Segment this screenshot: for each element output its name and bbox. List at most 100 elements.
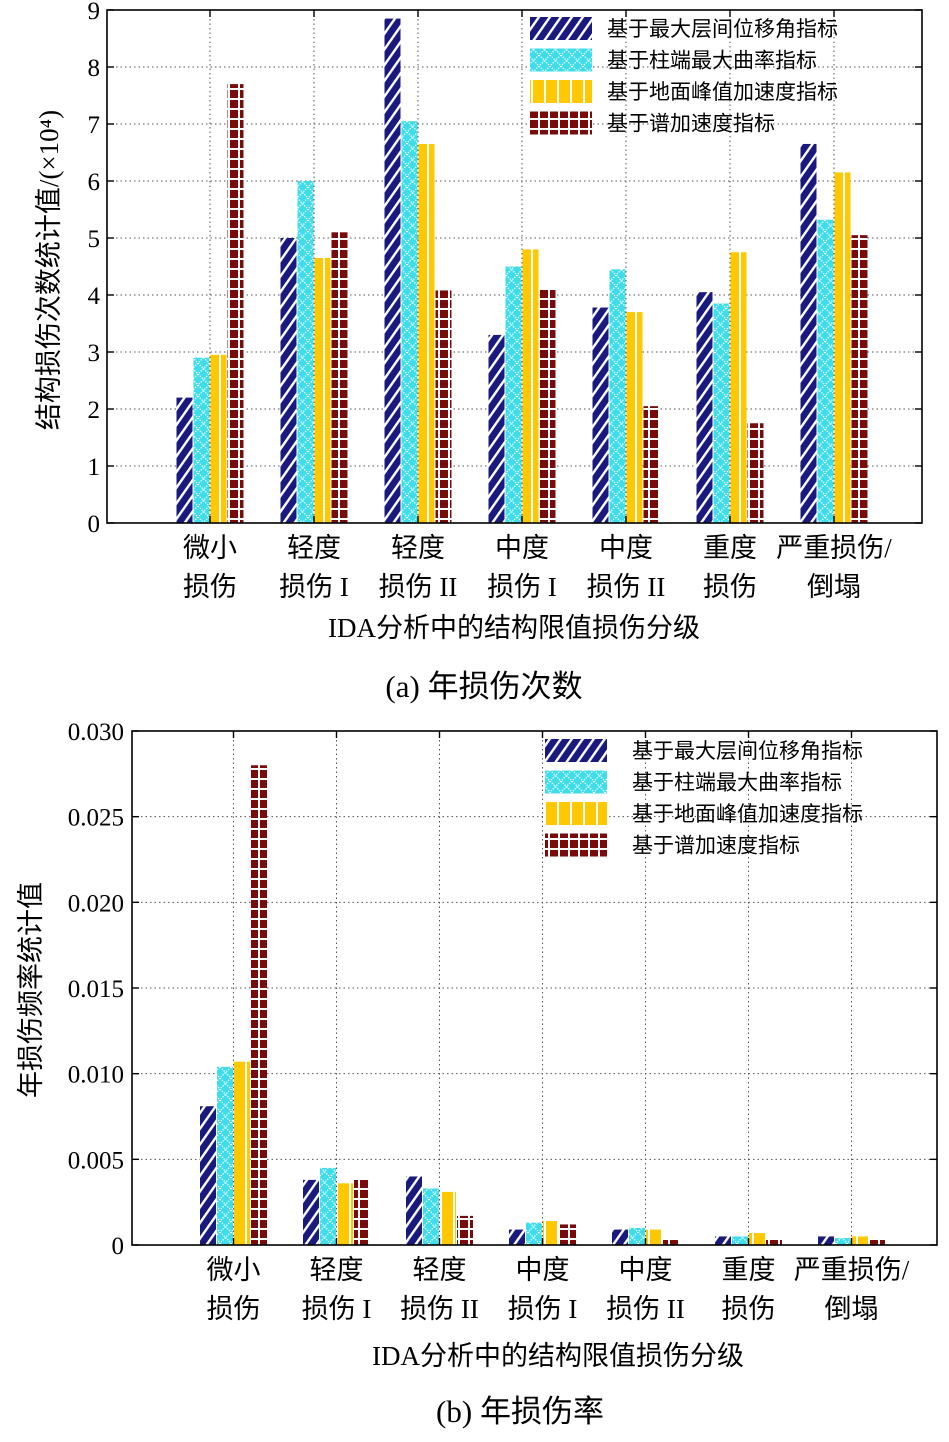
bar-series-2-cat-3 — [401, 121, 418, 524]
y-tick-label: 0 — [112, 1233, 125, 1260]
x-axis-title: IDA分析中的结构限值损伤分级 — [372, 1341, 744, 1371]
x-category-label-line1: 微小 — [183, 533, 237, 563]
bar-series-4-cat-7 — [869, 1239, 885, 1245]
x-category-label-line2: 损伤 II — [400, 1294, 479, 1324]
legend-swatch-2 — [530, 48, 592, 72]
bar-series-3-cat-4 — [522, 249, 539, 523]
bar-series-2-cat-1 — [193, 357, 210, 523]
x-category-label-line1: 严重损伤/ — [794, 1255, 910, 1285]
bar-series-1-cat-4 — [509, 1229, 525, 1245]
bar-series-1-cat-6 — [715, 1236, 731, 1245]
x-category-label-line1: 微小 — [207, 1255, 261, 1285]
x-category-label-line2: 损伤 I — [487, 572, 557, 602]
bar-series-3-cat-6 — [749, 1233, 765, 1245]
legend-label-3: 基于地面峰值加速度指标 — [607, 80, 838, 104]
bar-series-4-cat-6 — [766, 1239, 782, 1245]
bar-series-3-cat-2 — [337, 1183, 353, 1245]
y-tick-label: 7 — [88, 112, 101, 139]
y-tick-label: 0.005 — [68, 1147, 124, 1174]
y-tick-label: 3 — [88, 340, 101, 367]
y-tick-label: 0.030 — [68, 719, 124, 746]
bar-series-4-cat-1 — [251, 765, 267, 1245]
legend-swatch-2 — [545, 770, 607, 794]
bar-series-2-cat-6 — [732, 1236, 748, 1245]
bars — [176, 18, 868, 524]
legend-label-3: 基于地面峰值加速度指标 — [632, 802, 863, 826]
bar-series-2-cat-7 — [817, 219, 834, 523]
x-category-label-line2: 损伤 II — [606, 1294, 685, 1324]
bar-series-4-cat-3 — [457, 1215, 473, 1245]
bar-series-1-cat-2 — [280, 238, 297, 523]
x-category-label-line1: 轻度 — [413, 1255, 467, 1285]
bar-series-3-cat-5 — [646, 1229, 662, 1245]
bar-series-2-cat-4 — [526, 1222, 542, 1245]
x-category-label-line2: 损伤 I — [279, 572, 349, 602]
caption-a: (a) 年损伤次数 — [385, 669, 582, 704]
y-tick-label: 4 — [88, 283, 101, 310]
gridlines — [132, 731, 937, 1245]
bar-series-1-cat-5 — [612, 1229, 628, 1245]
y-tick-label: 0 — [88, 511, 101, 538]
bar-series-2-cat-5 — [609, 269, 626, 523]
legend-label-4: 基于谱加速度指标 — [607, 112, 775, 136]
bar-series-3-cat-6 — [730, 252, 747, 523]
x-category-label-line2: 倒塌 — [807, 572, 861, 602]
bar-series-3-cat-3 — [418, 143, 435, 523]
legend-label-2: 基于柱端最大曲率指标 — [632, 771, 842, 795]
legend-label-1: 基于最大层间位移角指标 — [607, 17, 838, 41]
bar-series-1-cat-3 — [384, 18, 401, 524]
bar-series-2-cat-5 — [629, 1227, 645, 1245]
x-category-label-line2: 倒塌 — [825, 1294, 879, 1324]
bar-series-3-cat-3 — [440, 1191, 456, 1245]
y-tick-label: 5 — [88, 226, 101, 253]
y-tick-label: 0.010 — [68, 1062, 124, 1089]
legend-label-2: 基于柱端最大曲率指标 — [607, 49, 817, 73]
bar-series-4-cat-5 — [643, 406, 660, 523]
x-category-label-line2: 损伤 — [722, 1294, 776, 1324]
bar-series-2-cat-3 — [423, 1188, 439, 1245]
bar-series-1-cat-4 — [488, 334, 505, 523]
caption-b: (b) 年损伤率 — [436, 1394, 604, 1429]
x-category-label-line1: 重度 — [722, 1255, 776, 1285]
y-tick-label: 0.025 — [68, 805, 124, 832]
x-category-label-line2: 损伤 — [207, 1294, 261, 1324]
legend-swatch-1 — [530, 17, 592, 40]
y-tick-label: 2 — [88, 397, 101, 424]
x-category-label-line2: 损伤 II — [587, 572, 666, 602]
bar-series-4-cat-3 — [435, 290, 452, 523]
legend-swatch-4 — [530, 111, 592, 135]
legend-swatch-1 — [545, 739, 607, 762]
x-category-label-line1: 中度 — [599, 533, 653, 563]
x-category-label-line2: 损伤 II — [379, 572, 458, 602]
x-category-label-line1: 严重损伤/ — [776, 533, 892, 563]
y-tick-label: 0.020 — [68, 890, 124, 917]
bar-series-4-cat-4 — [560, 1224, 576, 1245]
bar-series-4-cat-7 — [851, 235, 868, 523]
x-category-label-line1: 重度 — [703, 533, 757, 563]
y-tick-label: 1 — [88, 454, 101, 481]
y-tick-label: 6 — [88, 169, 101, 196]
bar-series-3-cat-7 — [852, 1236, 868, 1245]
bar-series-1-cat-1 — [200, 1106, 216, 1245]
bar-series-4-cat-5 — [663, 1239, 679, 1245]
x-category-label-line1: 轻度 — [287, 533, 341, 563]
legend-swatch-3 — [545, 802, 607, 825]
y-tick-label: 8 — [88, 55, 101, 82]
y-tick-label: 9 — [88, 0, 101, 25]
y-tick-label: 0.015 — [68, 976, 124, 1003]
legend-swatch-3 — [530, 80, 592, 103]
bar-series-3-cat-5 — [626, 312, 643, 523]
bar-series-3-cat-1 — [234, 1061, 250, 1245]
bar-series-1-cat-5 — [592, 307, 609, 523]
bar-series-4-cat-4 — [539, 289, 556, 523]
bar-series-3-cat-4 — [543, 1221, 559, 1245]
x-category-label-line2: 损伤 — [183, 572, 237, 602]
x-category-label-line1: 轻度 — [310, 1255, 364, 1285]
y-axis-title: 年损伤频率统计值 — [16, 882, 46, 1098]
x-category-label-line2: 损伤 I — [302, 1294, 372, 1324]
